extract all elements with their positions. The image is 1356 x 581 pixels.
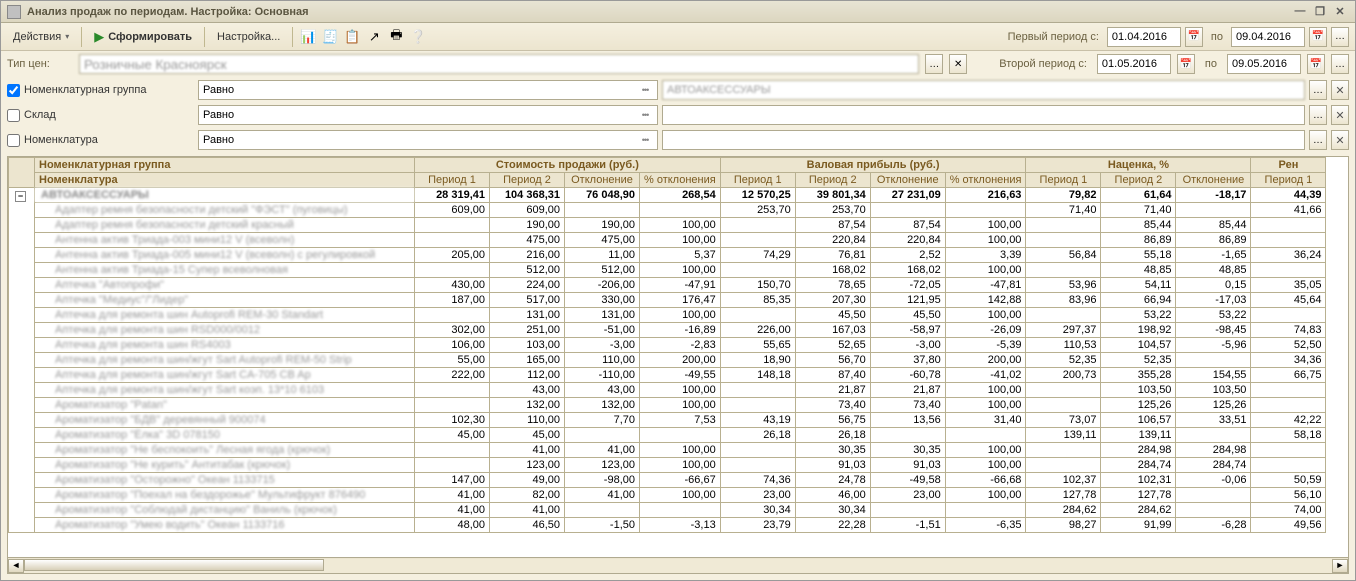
clear-icon[interactable]: ✕: [1331, 80, 1349, 100]
toolbar: Действия ▾ ▶ Сформировать Настройка... 📊…: [1, 23, 1355, 51]
minimize-icon[interactable]: —: [1291, 5, 1309, 19]
collapse-icon[interactable]: −: [15, 191, 26, 202]
table-row[interactable]: Ароматизатор "Поехал на бездорожье" Муль…: [9, 488, 1326, 503]
ellipsis-icon[interactable]: …: [925, 54, 943, 74]
report-area: Номенклатурная группаСтоимость продажи (…: [7, 156, 1349, 574]
scroll-right-icon[interactable]: ►: [1332, 559, 1348, 573]
ellipsis-icon[interactable]: …: [1309, 80, 1327, 100]
scroll-left-icon[interactable]: ◄: [8, 559, 24, 573]
clear-icon[interactable]: ✕: [1331, 130, 1349, 150]
period2-label: Второй период с:: [999, 58, 1087, 70]
table-row[interactable]: Аптечка "Медиус"/"Лидер"187,00517,00330,…: [9, 293, 1326, 308]
calendar-icon[interactable]: 📅: [1177, 54, 1195, 74]
calendar-icon[interactable]: 📅: [1307, 54, 1325, 74]
clear-icon[interactable]: ✕: [949, 54, 967, 74]
actions-menu[interactable]: Действия ▾: [7, 29, 75, 45]
period1-to[interactable]: [1231, 27, 1305, 47]
table-row[interactable]: Ароматизатор "Ёлка" 3D 07815045,0045,002…: [9, 428, 1326, 443]
play-icon: ▶: [94, 29, 104, 45]
table-row[interactable]: Антенна актив Триада-15 Супер всеволнова…: [9, 263, 1326, 278]
titlebar: Анализ продаж по периодам. Настройка: Ос…: [1, 1, 1355, 23]
filter-op[interactable]: Равно•••: [198, 80, 658, 100]
settings-button[interactable]: Настройка...: [211, 29, 286, 45]
filter-label: Номенклатура: [24, 134, 194, 146]
filter-checkbox[interactable]: [7, 134, 20, 147]
app-window: Анализ продаж по периодам. Настройка: Ос…: [0, 0, 1356, 581]
table-row[interactable]: Ароматизатор "Соблюдай дистанцию" Ваниль…: [9, 503, 1326, 518]
filter-row: Склад Равно••• …✕: [7, 104, 1349, 126]
filter-op[interactable]: Равно•••: [198, 105, 658, 125]
h-scrollbar[interactable]: ◄ ►: [8, 557, 1348, 573]
table-row[interactable]: Аптечка "Автопрофи"430,00224,00-206,00-4…: [9, 278, 1326, 293]
period2-from[interactable]: [1097, 54, 1171, 74]
filter-row: Номенклатура Равно••• …✕: [7, 129, 1349, 151]
filter-checkbox[interactable]: [7, 84, 20, 97]
filter-label: Номенклатурная группа: [24, 84, 194, 96]
chart-icon[interactable]: 📊: [299, 28, 317, 46]
table-row[interactable]: Ароматизатор "Patan"132,00132,00100,0073…: [9, 398, 1326, 413]
ellipsis-icon[interactable]: •••: [637, 85, 653, 95]
filter-op[interactable]: Равно•••: [198, 130, 658, 150]
filter-value[interactable]: [662, 130, 1305, 150]
period1-label: Первый период с:: [1008, 31, 1099, 43]
maximize-icon[interactable]: ❐: [1311, 5, 1329, 19]
price-row: Тип цен: … ✕ Второй период с: 📅 по 📅 …: [1, 51, 1355, 77]
table-row[interactable]: Ароматизатор "Не курить" Антитабак (крюч…: [9, 458, 1326, 473]
ellipsis-icon[interactable]: •••: [637, 110, 653, 120]
price-label: Тип цен:: [7, 58, 73, 70]
table-icon[interactable]: 📋: [343, 28, 361, 46]
scroll-thumb[interactable]: [24, 559, 324, 571]
filter-checkbox[interactable]: [7, 109, 20, 122]
period1-from[interactable]: [1107, 27, 1181, 47]
ellipsis-icon[interactable]: …: [1309, 130, 1327, 150]
table-row[interactable]: Антенна актив Триада-003 мини12 V (всево…: [9, 233, 1326, 248]
price-input[interactable]: [79, 54, 919, 74]
table-row[interactable]: Аптечка для ремонта шин RSD000/0012302,0…: [9, 323, 1326, 338]
group-row[interactable]: −АВТОАКСЕССУАРЫ28 319,41104 368,3176 048…: [9, 188, 1326, 203]
chevron-down-icon: ▾: [65, 32, 69, 41]
report-grid: Номенклатурная группаСтоимость продажи (…: [8, 157, 1326, 533]
table-row[interactable]: Адаптер ремня безопасности детский "ФЭСТ…: [9, 203, 1326, 218]
table-row[interactable]: Аптечка для ремонта шин RS4003106,00103,…: [9, 338, 1326, 353]
window-title: Анализ продаж по периодам. Настройка: Ос…: [27, 6, 1289, 18]
filter-label: Склад: [24, 109, 194, 121]
grid-scroll[interactable]: Номенклатурная группаСтоимость продажи (…: [8, 157, 1348, 557]
table-row[interactable]: Аптечка для ремонта шин/жгут Sart коэп. …: [9, 383, 1326, 398]
ellipsis-icon[interactable]: •••: [637, 135, 653, 145]
table-row[interactable]: Аптечка для ремонта шин/жгут Sart CA-705…: [9, 368, 1326, 383]
print-icon[interactable]: 🖶: [387, 28, 405, 46]
table-row[interactable]: Ароматизатор "Не беспокоить" Лесная ягод…: [9, 443, 1326, 458]
app-icon: [7, 5, 21, 19]
clear-icon[interactable]: ✕: [1331, 105, 1349, 125]
col-nomgroup: Номенклатурная группа: [35, 158, 415, 173]
table-row[interactable]: Антенна актив Триада-005 мини12 V (всево…: [9, 248, 1326, 263]
run-button[interactable]: ▶ Сформировать: [88, 27, 198, 47]
filter-block: Номенклатурная группаРавно•••АВТОАКСЕССУ…: [1, 77, 1355, 153]
table-row[interactable]: Аптечка для ремонта шин/жгут Sart Autopr…: [9, 353, 1326, 368]
close-icon[interactable]: ✕: [1331, 5, 1349, 19]
table-row[interactable]: Адаптер ремня безопасности детский красн…: [9, 218, 1326, 233]
filter-value[interactable]: [662, 105, 1305, 125]
table-row[interactable]: Ароматизатор "Умею водить" Океан 1133716…: [9, 518, 1326, 533]
ellipsis-icon[interactable]: …: [1309, 105, 1327, 125]
calendar-icon[interactable]: 📅: [1309, 27, 1327, 47]
help-icon[interactable]: ❔: [409, 28, 427, 46]
export-icon[interactable]: ↗: [365, 28, 383, 46]
ellipsis-icon[interactable]: …: [1331, 54, 1349, 74]
calendar-icon[interactable]: 📅: [1185, 27, 1203, 47]
tree-icon[interactable]: 🧾: [321, 28, 339, 46]
filter-value[interactable]: АВТОАКСЕССУАРЫ: [662, 80, 1305, 100]
filter-row: Номенклатурная группа Равно•••АВТОАКСЕССУ…: [7, 79, 1349, 101]
ellipsis-icon[interactable]: …: [1331, 27, 1349, 47]
period2-to[interactable]: [1227, 54, 1301, 74]
table-row[interactable]: Ароматизатор "Осторожно" Океан 113371514…: [9, 473, 1326, 488]
table-row[interactable]: Ароматизатор "БДВ" деревянный 900074102,…: [9, 413, 1326, 428]
table-row[interactable]: Аптечка для ремонта шин Autoprofi REM-30…: [9, 308, 1326, 323]
